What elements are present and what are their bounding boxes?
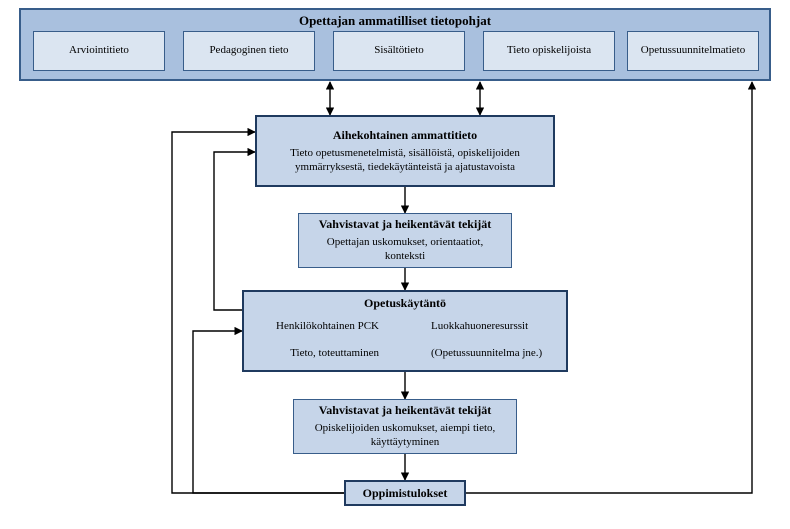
node-subject-body: Tieto opetusmenetelmistä, sisällöistä, o… bbox=[265, 147, 545, 175]
node-subject-title: Aihekohtainen ammattitieto bbox=[333, 128, 477, 143]
header-title: Opettajan ammatilliset tietopohjat bbox=[299, 13, 491, 29]
node-outcome-title: Oppimistulokset bbox=[363, 486, 448, 501]
node-subject: Aihekohtainen ammattitieto Tieto opetusme… bbox=[255, 115, 555, 187]
diagram-canvas: Opettajan ammatilliset tietopohjat Arvioi… bbox=[0, 0, 790, 529]
header-inner-0: Arviointitieto bbox=[33, 31, 165, 71]
node-filter1: Vahvistavat ja heikentävät tekijät Opetta… bbox=[298, 213, 512, 268]
edge-prac-left-subj bbox=[214, 152, 255, 310]
header-inner-label-0: Arviointitieto bbox=[69, 44, 129, 58]
practice-quad-tr: Luokkahuoneresurssit bbox=[405, 313, 560, 341]
node-outcome: Oppimistulokset bbox=[344, 480, 466, 506]
practice-quad-bl: Tieto, toteuttaminen bbox=[250, 341, 405, 369]
header-inner-2: Sisältötieto bbox=[333, 31, 465, 71]
practice-quadrants: Henkilökohtainen PCKLuokkahuoneresurssit… bbox=[250, 313, 560, 368]
header-inner-1: Pedagoginen tieto bbox=[183, 31, 315, 71]
practice-quad-tl: Henkilökohtainen PCK bbox=[250, 313, 405, 341]
node-filter2-title: Vahvistavat ja heikentävät tekijät bbox=[319, 403, 492, 418]
node-filter1-body: Opettajan uskomukset, orientaatiot, kont… bbox=[307, 236, 503, 264]
header-inner-label-3: Tieto opiskelijoista bbox=[507, 44, 591, 58]
node-practice: Opetuskäytäntö Henkilökohtainen PCKLuokka… bbox=[242, 290, 568, 372]
node-filter2-body: Opiskelijoiden uskomukset, aiempi tieto,… bbox=[302, 422, 508, 450]
header-inner-label-1: Pedagoginen tieto bbox=[209, 44, 288, 58]
node-practice-title: Opetuskäytäntö bbox=[364, 296, 446, 311]
practice-quad-br: (Opetussuunnitelma jne.) bbox=[405, 341, 560, 369]
header-inner-3: Tieto opiskelijoista bbox=[483, 31, 615, 71]
header-inner-label-4: Opetussuunnitelmatieto bbox=[641, 44, 745, 58]
header-inner-4: Opetussuunnitelmatieto bbox=[627, 31, 759, 71]
header-inner-label-2: Sisältötieto bbox=[374, 44, 424, 58]
node-filter2: Vahvistavat ja heikentävät tekijät Opiske… bbox=[293, 399, 517, 454]
node-filter1-title: Vahvistavat ja heikentävät tekijät bbox=[319, 217, 492, 232]
